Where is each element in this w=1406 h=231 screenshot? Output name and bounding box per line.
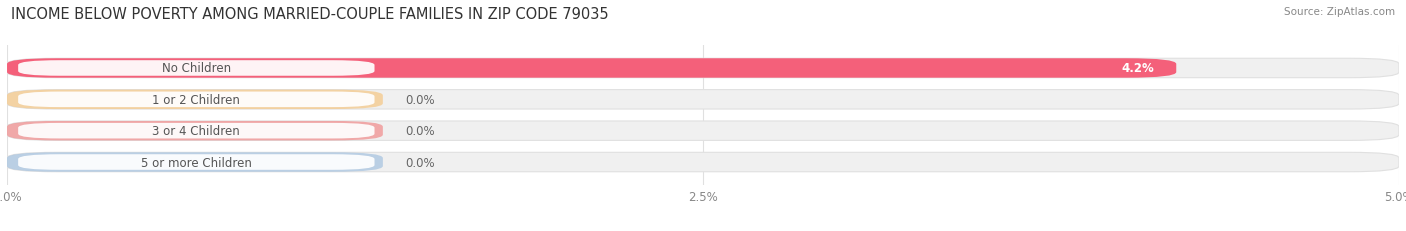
FancyBboxPatch shape (7, 90, 382, 109)
FancyBboxPatch shape (7, 122, 382, 141)
Text: 0.0%: 0.0% (405, 125, 434, 138)
FancyBboxPatch shape (18, 61, 374, 76)
Text: 1 or 2 Children: 1 or 2 Children (152, 93, 240, 106)
FancyBboxPatch shape (7, 59, 1177, 78)
FancyBboxPatch shape (18, 123, 374, 139)
FancyBboxPatch shape (7, 153, 1399, 172)
FancyBboxPatch shape (7, 59, 1399, 78)
FancyBboxPatch shape (18, 155, 374, 170)
Text: 0.0%: 0.0% (405, 156, 434, 169)
Text: 3 or 4 Children: 3 or 4 Children (152, 125, 240, 138)
FancyBboxPatch shape (18, 92, 374, 108)
FancyBboxPatch shape (7, 153, 382, 172)
Text: No Children: No Children (162, 62, 231, 75)
Text: 4.2%: 4.2% (1121, 62, 1154, 75)
FancyBboxPatch shape (7, 90, 1399, 109)
Text: 0.0%: 0.0% (405, 93, 434, 106)
Text: 5 or more Children: 5 or more Children (141, 156, 252, 169)
Text: Source: ZipAtlas.com: Source: ZipAtlas.com (1284, 7, 1395, 17)
Text: INCOME BELOW POVERTY AMONG MARRIED-COUPLE FAMILIES IN ZIP CODE 79035: INCOME BELOW POVERTY AMONG MARRIED-COUPL… (11, 7, 609, 22)
FancyBboxPatch shape (7, 122, 1399, 141)
